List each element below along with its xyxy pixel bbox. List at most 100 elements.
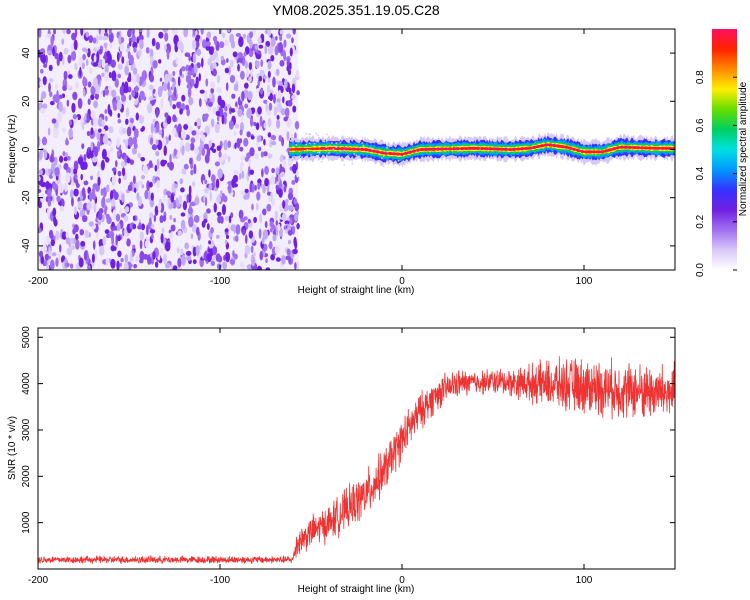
noise-speck <box>249 31 254 39</box>
noise-speck <box>185 104 190 111</box>
signal-speck <box>333 156 335 159</box>
noise-speck <box>271 167 275 174</box>
noise-speck <box>275 36 278 41</box>
noise-speck <box>104 88 110 96</box>
noise-speck <box>73 188 79 197</box>
noise-speck <box>281 212 287 222</box>
noise-speck <box>287 162 292 167</box>
noise-speck <box>131 74 138 84</box>
signal-peak-dot <box>496 147 500 151</box>
noise-speck <box>265 101 268 113</box>
noise-speck <box>265 40 271 47</box>
noise-speck <box>66 247 73 256</box>
noise-speck <box>180 187 185 193</box>
noise-speck <box>176 126 180 134</box>
noise-speck <box>257 37 262 44</box>
noise-speck <box>175 197 179 206</box>
noise-speck <box>162 82 168 92</box>
noise-speck <box>77 156 84 165</box>
noise-speck <box>52 127 59 139</box>
signal-speck <box>335 146 338 148</box>
noise-speck <box>152 59 158 69</box>
noise-speck <box>287 229 293 236</box>
noise-speck <box>81 187 86 198</box>
noise-speck <box>212 62 217 69</box>
noise-speck <box>128 136 134 147</box>
noise-speck <box>291 37 294 44</box>
signal-peak-dot <box>532 145 536 149</box>
noise-speck <box>287 204 294 212</box>
noise-speck <box>284 107 290 118</box>
noise-speck <box>69 263 74 269</box>
noise-speck <box>296 90 300 96</box>
signal-speck <box>325 146 327 148</box>
noise-speck <box>195 34 201 40</box>
noise-speck <box>208 46 214 56</box>
noise-speck <box>263 151 268 157</box>
noise-speck <box>135 255 140 263</box>
noise-speck <box>201 57 204 68</box>
noise-speck <box>65 231 69 239</box>
noise-speck <box>43 260 48 266</box>
noise-speck <box>111 70 117 82</box>
noise-speck <box>193 163 197 175</box>
noise-speck <box>115 234 118 246</box>
noise-speck <box>249 147 255 157</box>
y-tick-label: 20 <box>21 95 32 107</box>
noise-speck <box>141 223 146 231</box>
noise-speck <box>161 227 165 234</box>
noise-speck <box>107 150 111 159</box>
noise-speck <box>181 254 186 266</box>
noise-speck <box>203 143 210 150</box>
noise-speck <box>177 40 183 50</box>
noise-speck <box>169 96 172 107</box>
noise-speck <box>149 137 154 145</box>
noise-speck <box>280 254 286 265</box>
noise-speck <box>233 131 237 136</box>
signal-peak-dot <box>420 147 424 152</box>
noise-speck <box>126 157 131 164</box>
signal-peak-dot <box>456 147 460 151</box>
noise-speck <box>111 89 117 98</box>
noise-speck <box>206 147 211 158</box>
noise-speck <box>97 176 101 186</box>
snr-x-ticks: -200 -100 0 100 <box>28 328 593 586</box>
signal-speck <box>330 158 332 161</box>
noise-speck <box>196 48 202 56</box>
noise-speck <box>170 193 175 203</box>
noise-speck <box>155 41 161 50</box>
noise-speck <box>82 77 88 87</box>
noise-speck <box>221 32 226 39</box>
signal-speck <box>381 157 383 160</box>
y-tick-label: 4000 <box>21 372 32 395</box>
noise-speck <box>244 103 249 109</box>
signal-peak-dot <box>480 146 484 151</box>
spectrogram-heatmap <box>38 29 675 270</box>
noise-speck <box>81 121 85 131</box>
noise-speck <box>181 103 186 111</box>
noise-speck <box>108 42 113 49</box>
noise-speck <box>190 233 194 240</box>
noise-speck <box>48 82 51 93</box>
noise-speck <box>257 178 262 184</box>
noise-speck <box>96 34 99 45</box>
noise-speck <box>138 180 143 186</box>
noise-speck <box>247 90 253 101</box>
noise-speck <box>228 120 234 130</box>
x-tick-label: -200 <box>28 276 48 287</box>
noise-speck <box>194 148 200 155</box>
noise-speck <box>179 108 183 115</box>
noise-speck <box>53 29 57 35</box>
noise-speck <box>104 109 108 114</box>
signal-peak-dot <box>548 143 552 147</box>
signal-peak-dot <box>600 150 604 154</box>
noise-speck <box>190 137 196 144</box>
colorbar-tick-label: 0.0 <box>695 263 706 277</box>
noise-speck <box>172 127 177 135</box>
noise-speck <box>137 152 142 159</box>
noise-speck <box>40 107 46 114</box>
noise-speck <box>59 244 62 253</box>
y-tick-label: -40 <box>21 238 32 253</box>
